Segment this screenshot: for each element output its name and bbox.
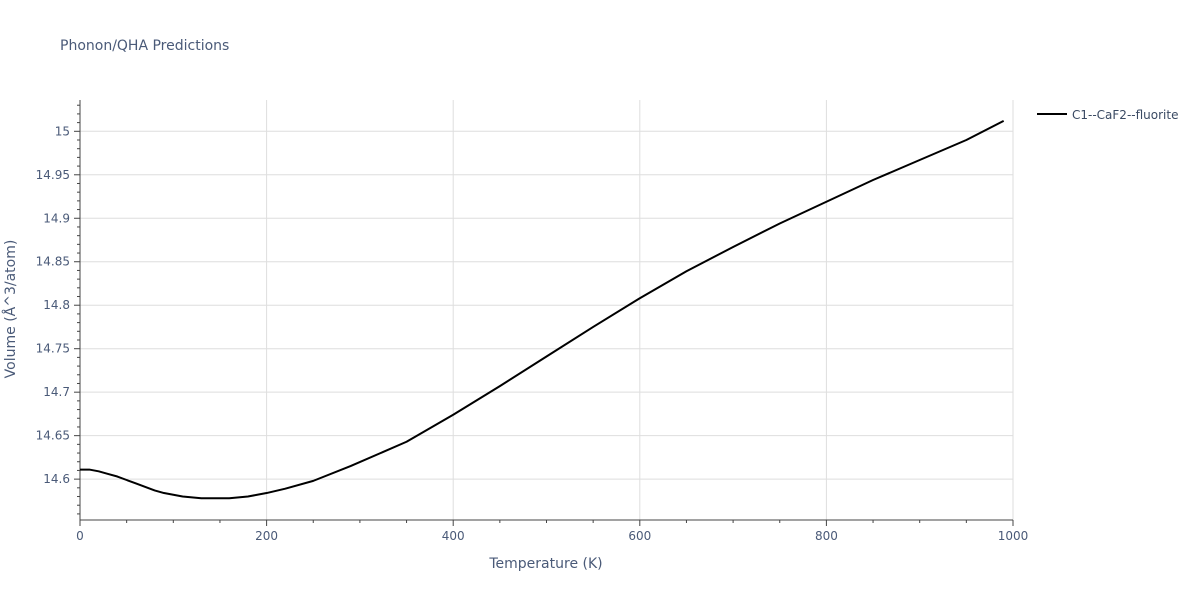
series-line-0[interactable] [80, 119, 1005, 500]
y-tick-label: 14.95 [36, 168, 70, 182]
legend-entry: C1--CaF2--fluorite [1072, 108, 1178, 122]
x-tick-label: 400 [442, 529, 465, 543]
x-axis-label: Temperature (K) [488, 556, 602, 572]
grid-lines [80, 100, 1014, 520]
y-tick-label: 14.8 [43, 298, 70, 312]
chart-title: Phonon/QHA Predictions [60, 38, 229, 54]
y-axis-label: Volume (Å^3/atom) [2, 240, 19, 379]
y-tick-label: 14.75 [36, 342, 70, 356]
y-tick-label: 14.6 [43, 472, 70, 486]
y-tick-label: 14.9 [43, 211, 70, 225]
legend[interactable]: C1--CaF2--fluorite [1037, 108, 1178, 122]
x-tick-label: 1000 [998, 529, 1029, 543]
x-tick-label: 200 [255, 529, 278, 543]
axes: 0 200 400 600 800 1000 14.6 14.65 14.7 14.75 14.8 1… [36, 100, 1029, 543]
y-tick-label: 14.85 [36, 255, 70, 269]
y-tick-label: 14.65 [36, 429, 70, 443]
x-tick-label: 600 [628, 529, 651, 543]
series-layer [80, 119, 1005, 500]
x-tick-label: 800 [815, 529, 838, 543]
x-tick-label: 0 [76, 529, 84, 543]
y-tick-label: 14.7 [43, 385, 70, 399]
y-tick-label: 15 [55, 124, 70, 138]
